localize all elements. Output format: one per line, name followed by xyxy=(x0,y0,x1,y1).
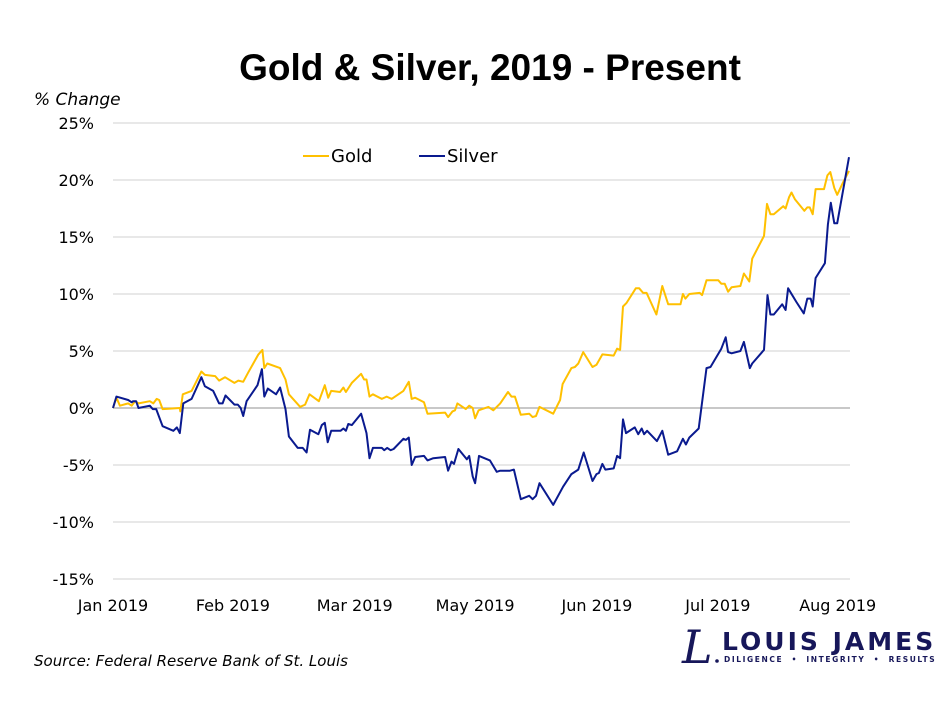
y-tick-label: 10% xyxy=(58,285,94,304)
series-line-silver xyxy=(112,157,850,506)
x-tick-label: Feb 2019 xyxy=(196,596,270,615)
x-tick-label: Aug 2019 xyxy=(799,596,876,615)
y-tick-label: -10% xyxy=(53,513,94,532)
y-tick-label: 0% xyxy=(69,399,94,418)
x-axis-ticks: Jan 2019 Feb 2019 Mar 2019 May 2019 Jun 2019… xyxy=(77,596,876,615)
y-axis-ticks: -15% -10% -5% 0% 5% 10% 15% 20% 25% xyxy=(53,114,94,589)
logo-tagline: DILIGENCE • INTEGRITY • RESULTS xyxy=(724,655,936,664)
x-tick-label: Jul 2019 xyxy=(684,596,750,615)
legend-label-gold: Gold xyxy=(331,146,372,167)
y-tick-label: 25% xyxy=(58,114,94,133)
legend-label-silver: Silver xyxy=(447,146,498,167)
series-lines xyxy=(112,157,850,506)
x-tick-label: Jun 2019 xyxy=(561,596,633,615)
y-tick-label: 15% xyxy=(58,228,94,247)
y-tick-label: -15% xyxy=(53,570,94,589)
logo-name: LOUIS JAMES xyxy=(722,627,936,656)
y-tick-label: -5% xyxy=(63,456,94,475)
y-tick-label: 5% xyxy=(69,342,94,361)
louis-james-logo: L LOUIS JAMES DILIGENCE • INTEGRITY • RE… xyxy=(681,620,936,674)
x-tick-label: Jan 2019 xyxy=(77,596,148,615)
chart-title: Gold & Silver, 2019 - Present xyxy=(239,47,741,88)
x-tick-label: Mar 2019 xyxy=(317,596,393,615)
logo-monogram: L xyxy=(681,620,713,674)
series-line-gold xyxy=(112,170,850,420)
source-note: Source: Federal Reserve Bank of St. Loui… xyxy=(34,652,348,670)
x-tick-label: May 2019 xyxy=(436,596,515,615)
legend: Gold Silver xyxy=(303,146,498,167)
gridlines xyxy=(113,122,850,580)
y-axis-label: % Change xyxy=(34,90,121,110)
logo-dot xyxy=(715,659,719,663)
y-tick-label: 20% xyxy=(58,171,94,190)
